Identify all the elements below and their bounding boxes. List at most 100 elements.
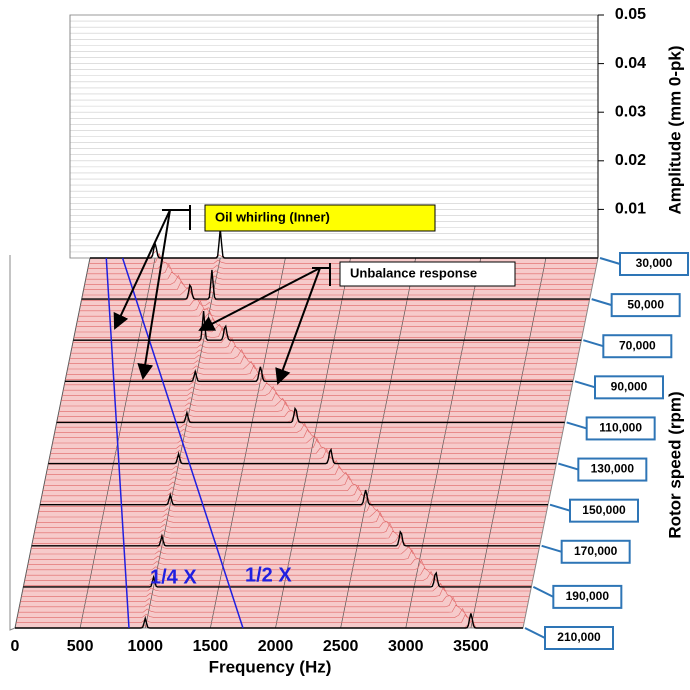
speed-box [552, 584, 623, 609]
trace [25, 567, 534, 576]
annotation: Unbalance response [350, 265, 477, 280]
trace [53, 428, 562, 439]
speed-trace [31, 530, 540, 547]
trace [23, 576, 532, 587]
y-tick-label: 0.05 [615, 6, 646, 23]
x-tick-label: 3500 [453, 638, 489, 655]
bracket [162, 205, 331, 286]
y-tick-label: 0.01 [615, 201, 646, 218]
trace [55, 419, 564, 428]
trace [58, 401, 567, 412]
z-tick-label: 50,000 [627, 297, 664, 311]
speed-box [585, 416, 656, 441]
trace [82, 286, 591, 296]
z-tick-label: 130,000 [591, 462, 635, 476]
speed-trace [56, 406, 565, 424]
z-tick [599, 257, 621, 265]
trace [64, 374, 573, 386]
x-tick-label: 1000 [127, 638, 163, 655]
trace [54, 422, 563, 433]
y-tick-label: 0.04 [615, 55, 646, 72]
trace [21, 586, 530, 597]
speed-box [610, 293, 681, 318]
trace [49, 448, 558, 460]
speed-trace [65, 366, 573, 383]
trace [75, 323, 583, 333]
trace [40, 493, 549, 502]
speed-box [594, 375, 664, 400]
trace [17, 607, 526, 618]
z-tick [558, 462, 579, 471]
speed-box [560, 539, 631, 564]
trace [26, 559, 535, 571]
y-axis-label: Amplitude (mm 0-pk) [665, 45, 684, 214]
trace [45, 471, 553, 481]
trace [61, 391, 570, 402]
speed-trace [81, 269, 590, 300]
trace [72, 336, 581, 343]
z-tick [591, 298, 612, 307]
z-tick-label: 30,000 [636, 256, 673, 270]
z-tick [549, 503, 571, 512]
trace [19, 596, 528, 608]
z-tick [566, 421, 587, 430]
z-tick-label: 190,000 [566, 589, 610, 603]
trace [28, 549, 537, 560]
trace [76, 317, 585, 328]
trace [47, 459, 556, 470]
annotation: Oil whirling (Inner) [215, 209, 330, 224]
x-tick-label: 0 [11, 638, 20, 655]
trace [32, 533, 541, 544]
x-tick-label: 2500 [323, 638, 359, 655]
y-tick-label: 0.02 [615, 152, 646, 169]
trace [83, 280, 592, 291]
trace [78, 308, 587, 317]
grid-line [275, 257, 351, 629]
z-tick [583, 339, 604, 348]
z-tick-label: 170,000 [574, 544, 618, 558]
speed-box [569, 498, 639, 523]
trace [77, 311, 586, 322]
order-line [105, 257, 130, 629]
annotation-box [339, 261, 516, 287]
x-tick-label: 3000 [388, 638, 424, 655]
speed-trace [40, 489, 548, 506]
arrow [113, 209, 171, 330]
trace [33, 530, 542, 539]
z-axis-label: Rotor speed (rpm) [665, 391, 684, 538]
speed-trace [48, 447, 557, 465]
z-tick-label: 150,000 [582, 503, 626, 517]
arrow [198, 267, 321, 331]
z-tick [532, 585, 554, 598]
x-tick-label: 1500 [193, 638, 229, 655]
trace [34, 522, 543, 534]
z-tick-label: 90,000 [611, 380, 648, 394]
trace [18, 604, 527, 613]
trace [46, 465, 555, 476]
trace [42, 484, 551, 491]
z-tick-label: 70,000 [619, 338, 656, 352]
annotation: 1/2 X [245, 564, 292, 586]
speed-trace [15, 613, 523, 629]
speed-box [602, 334, 673, 359]
left-wall [9, 255, 16, 631]
speed-box [544, 626, 614, 650]
trace [60, 397, 568, 407]
annotation: 1/4 X [150, 566, 197, 588]
z-tick [574, 380, 596, 389]
trace [35, 521, 544, 528]
trace [36, 512, 545, 523]
z-tick-label: 210,000 [557, 630, 601, 644]
trace [27, 558, 536, 565]
z-tick [524, 627, 546, 639]
speed-trace [23, 571, 532, 588]
y-tick-label: 0.03 [615, 103, 646, 120]
trace [16, 613, 525, 624]
z-tick-label: 110,000 [599, 421, 642, 435]
trace [79, 300, 588, 312]
trace [38, 502, 547, 513]
trace [73, 327, 582, 338]
z-tick [541, 544, 562, 553]
trace [57, 410, 566, 417]
